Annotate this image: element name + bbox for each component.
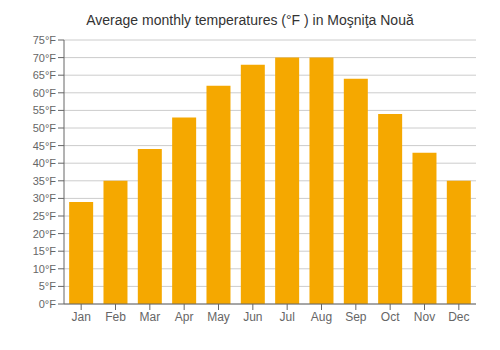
svg-text:Feb: Feb — [105, 310, 126, 324]
svg-text:30°F: 30°F — [33, 192, 57, 204]
svg-text:May: May — [207, 310, 230, 324]
svg-text:Dec: Dec — [448, 310, 469, 324]
svg-text:Jan: Jan — [71, 310, 90, 324]
svg-text:70°F: 70°F — [33, 52, 57, 64]
svg-text:Jun: Jun — [243, 310, 262, 324]
svg-text:60°F: 60°F — [33, 87, 57, 99]
html-text:Average monthly temperatures (: Average monthly temperatures (°F ) in Mo… — [86, 12, 414, 28]
svg-text:55°F: 55°F — [33, 104, 57, 116]
svg-text:Mar: Mar — [139, 310, 160, 324]
svg-text:Nov: Nov — [414, 310, 435, 324]
svg-text:Apr: Apr — [175, 310, 194, 324]
svg-text:65°F: 65°F — [33, 69, 57, 81]
svg-text:45°F: 45°F — [33, 140, 57, 152]
svg-text:40°F: 40°F — [33, 157, 57, 169]
svg-text:Oct: Oct — [381, 310, 400, 324]
svg-text:20°F: 20°F — [33, 228, 57, 240]
svg-text:15°F: 15°F — [33, 245, 57, 257]
svg-text:10°F: 10°F — [33, 263, 57, 275]
svg-text:0°F: 0°F — [39, 298, 57, 310]
svg-text:35°F: 35°F — [33, 175, 57, 187]
svg-text:5°F: 5°F — [39, 280, 57, 292]
svg-text:Jul: Jul — [279, 310, 294, 324]
svg-text:Aug: Aug — [311, 310, 332, 324]
svg-text:Sep: Sep — [345, 310, 367, 324]
svg-text:25°F: 25°F — [33, 210, 57, 222]
svg-text:75°F: 75°F — [33, 34, 57, 46]
svg-text:50°F: 50°F — [33, 122, 57, 134]
